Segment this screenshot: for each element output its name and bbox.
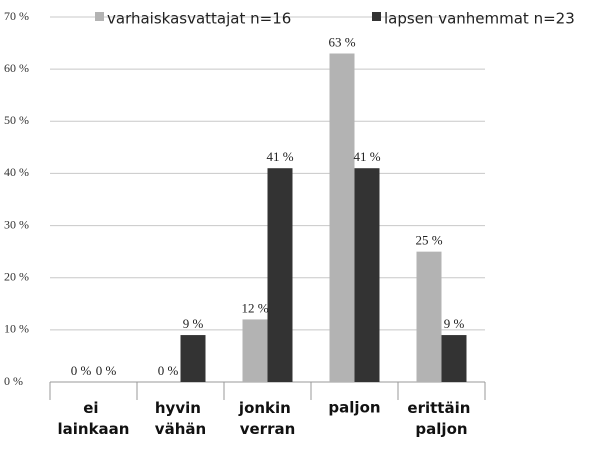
x-tick-label-line: ei [83, 399, 104, 417]
x-tick-label: jonkin verran [238, 399, 296, 438]
y-tick-label: 0 % [4, 374, 23, 388]
x-tick-label-line: lainkaan [58, 420, 130, 438]
bar [354, 168, 380, 382]
value-label: 0 % [71, 363, 92, 378]
x-tick-label-line: jonkin [238, 399, 296, 417]
bar [329, 53, 355, 382]
y-tick-label: 20 % [4, 269, 29, 283]
legend-label: lapsen vanhemmat n=23 [384, 10, 575, 28]
legend-swatch [95, 12, 104, 21]
y-tick-label: 60 % [4, 61, 29, 75]
x-tick-label-line: paljon [415, 420, 467, 438]
value-label: 0 % [158, 363, 179, 378]
x-tick-label: erittäin paljon [407, 399, 475, 438]
bar [180, 335, 206, 382]
value-label: 25 % [415, 233, 442, 248]
x-tick-label: hyvin vähän [155, 399, 206, 438]
x-tick-label: ei lainkaan [58, 399, 130, 438]
x-tick-label-line: verran [240, 420, 296, 438]
value-label: 12 % [241, 300, 268, 315]
value-label: 9 % [183, 316, 204, 331]
x-tick-label-line: erittäin [407, 399, 475, 417]
x-tick-label-line: hyvin [155, 399, 206, 417]
value-label: 63 % [328, 34, 355, 49]
legend-label: varhaiskasvattajat n=16 [107, 10, 291, 28]
bar [242, 319, 268, 382]
value-label: 9 % [444, 316, 465, 331]
y-tick-label: 10 % [4, 322, 29, 336]
y-tick-label: 50 % [4, 113, 29, 127]
legend-swatch [372, 12, 381, 21]
y-tick-label: 70 % [4, 9, 29, 23]
value-label: 41 % [266, 149, 293, 164]
bar [441, 335, 467, 382]
y-tick-label: 30 % [4, 217, 29, 231]
value-label: 0 % [96, 363, 117, 378]
y-tick-label: 40 % [4, 165, 29, 179]
x-tick-label-line: vähän [155, 420, 206, 438]
bar [267, 168, 293, 382]
value-label: 41 % [353, 149, 380, 164]
x-tick-label: paljon [328, 399, 380, 417]
bar [416, 251, 442, 382]
